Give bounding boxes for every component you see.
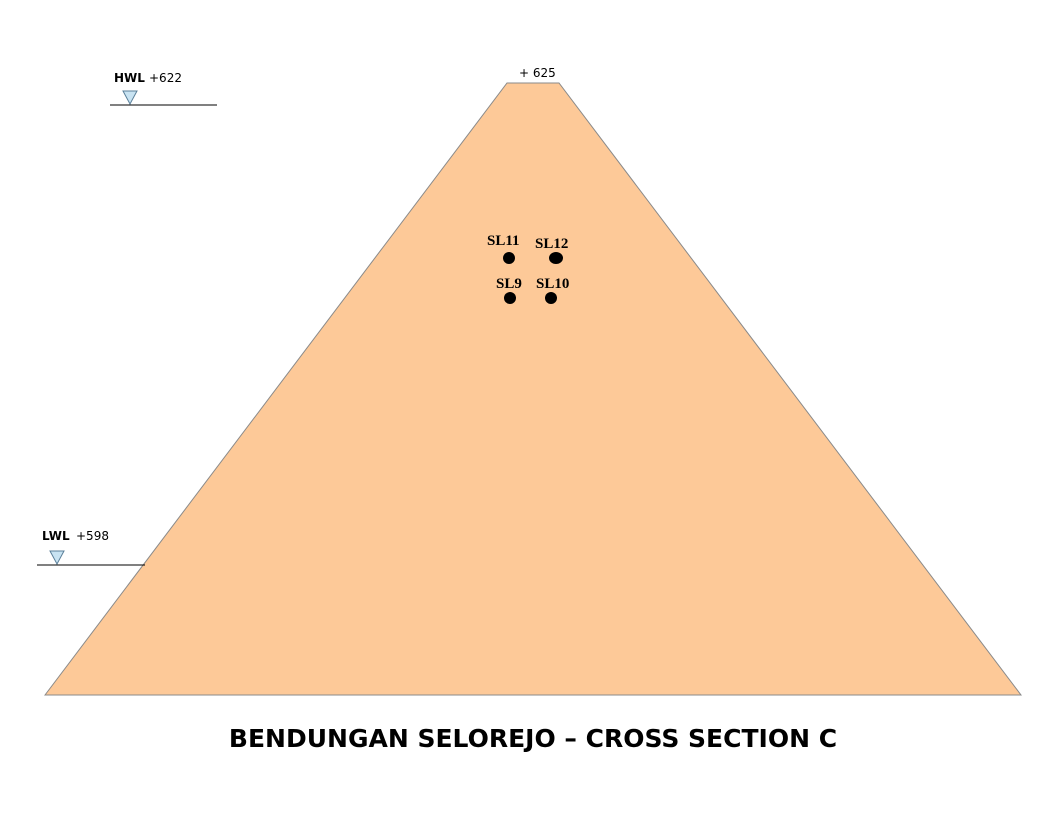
sensor-point <box>503 252 515 264</box>
lwl-water-level-icon <box>49 550 65 566</box>
lwl-value: +598 <box>76 529 109 543</box>
hwl-value: +622 <box>149 71 182 85</box>
sensor-label: SL12 <box>535 236 568 252</box>
sensor-sl9: SL9 <box>496 276 522 304</box>
sensor-point <box>549 252 563 264</box>
sensor-point <box>504 292 516 304</box>
sensor-sl12: SL12 <box>535 236 568 264</box>
dam-body <box>43 82 1023 696</box>
lwl-marker: LWL +598 <box>37 529 145 566</box>
sensor-label: SL11 <box>487 233 520 249</box>
hwl-water-level-icon <box>122 90 138 106</box>
sensor-label: SL9 <box>496 276 522 292</box>
sensor-sl11: SL11 <box>487 233 520 264</box>
diagram-title: BENDUNGAN SELOREJO – CROSS SECTION C <box>229 724 837 753</box>
sensor-label: SL10 <box>536 276 569 292</box>
sensor-point <box>545 292 557 304</box>
crest-elevation-label: + 625 <box>519 66 556 80</box>
lwl-tag: LWL <box>42 529 70 543</box>
hwl-tag: HWL <box>114 71 145 85</box>
hwl-marker: HWL +622 <box>110 71 217 106</box>
sensor-sl10: SL10 <box>536 276 569 304</box>
